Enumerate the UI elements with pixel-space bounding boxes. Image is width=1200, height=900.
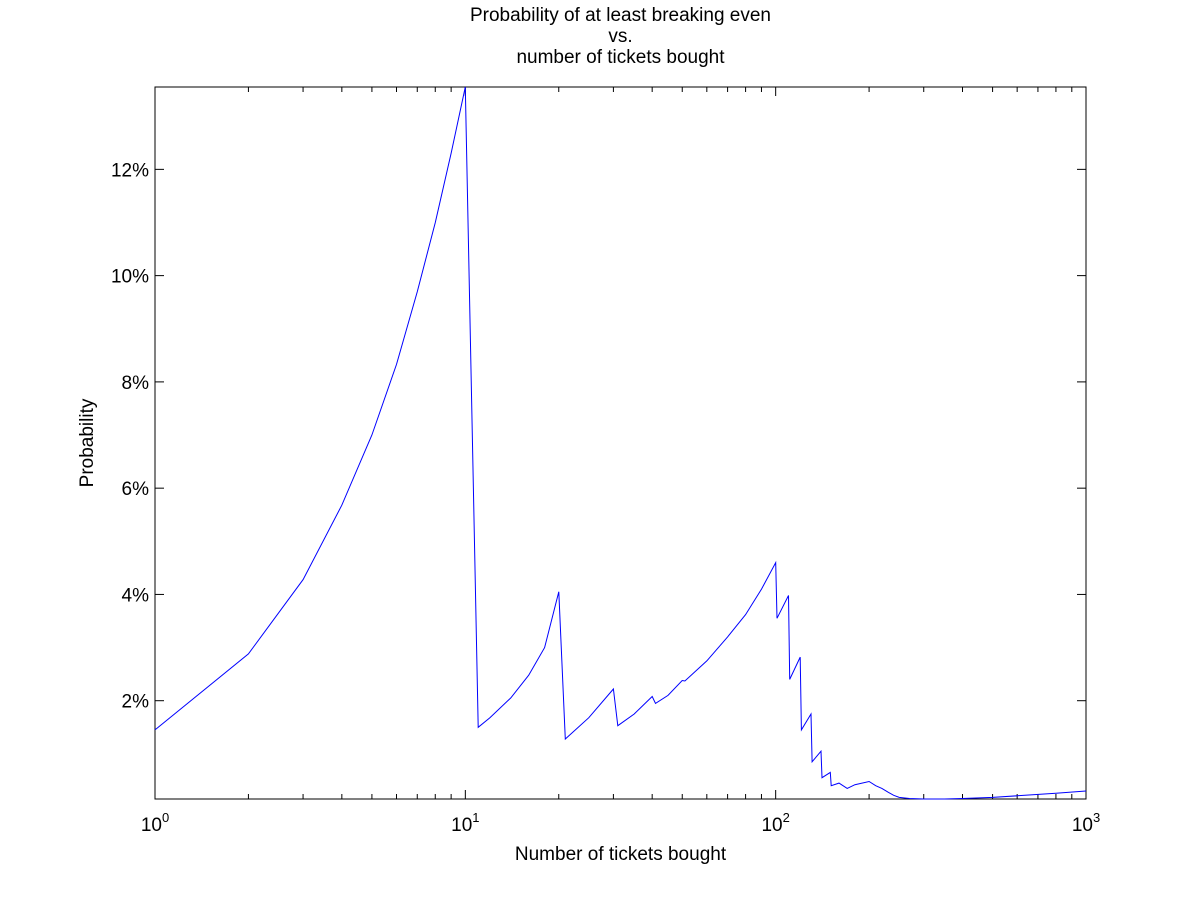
x-tick-base: 10 [1072, 815, 1093, 836]
x-tick-base: 10 [141, 815, 162, 836]
x-axis-label: Number of tickets bought [515, 844, 727, 865]
probability-line [154, 86, 1087, 800]
x-tick-base: 10 [451, 815, 472, 836]
y-tick-labels: 2% 4% 6% 8% 10% 12% [111, 160, 149, 712]
chart-title-line: Probability of at least breaking even [470, 5, 771, 26]
y-axis-label: Probability [77, 398, 98, 487]
y-tick-label: 4% [122, 585, 150, 606]
chart-title-line: vs. [608, 26, 632, 47]
x-tick-base: 10 [761, 815, 782, 836]
plot-area [154, 86, 1087, 800]
x-tick-label: 103 [1072, 810, 1100, 836]
x-tick-exponent: 3 [1093, 810, 1100, 825]
y-tick-label: 6% [122, 479, 150, 500]
x-tick-exponent: 0 [162, 810, 169, 825]
y-tick-label: 12% [111, 160, 149, 181]
y-tick-label: 8% [122, 373, 150, 394]
x-tick-exponent: 1 [472, 810, 479, 825]
x-tick-exponent: 2 [783, 810, 790, 825]
y-tick-label: 2% [122, 692, 150, 713]
x-tick-label: 101 [451, 810, 479, 836]
chart-title-line: number of tickets bought [516, 47, 725, 68]
x-tick-labels: 100 101 102 103 [141, 810, 1100, 836]
x-tick-label: 100 [141, 810, 169, 836]
y-tick-label: 10% [111, 267, 149, 288]
axis-ticks [154, 87, 1087, 799]
chart-title: Probability of at least breaking evenvs.… [470, 5, 771, 68]
x-tick-label: 102 [761, 810, 789, 836]
